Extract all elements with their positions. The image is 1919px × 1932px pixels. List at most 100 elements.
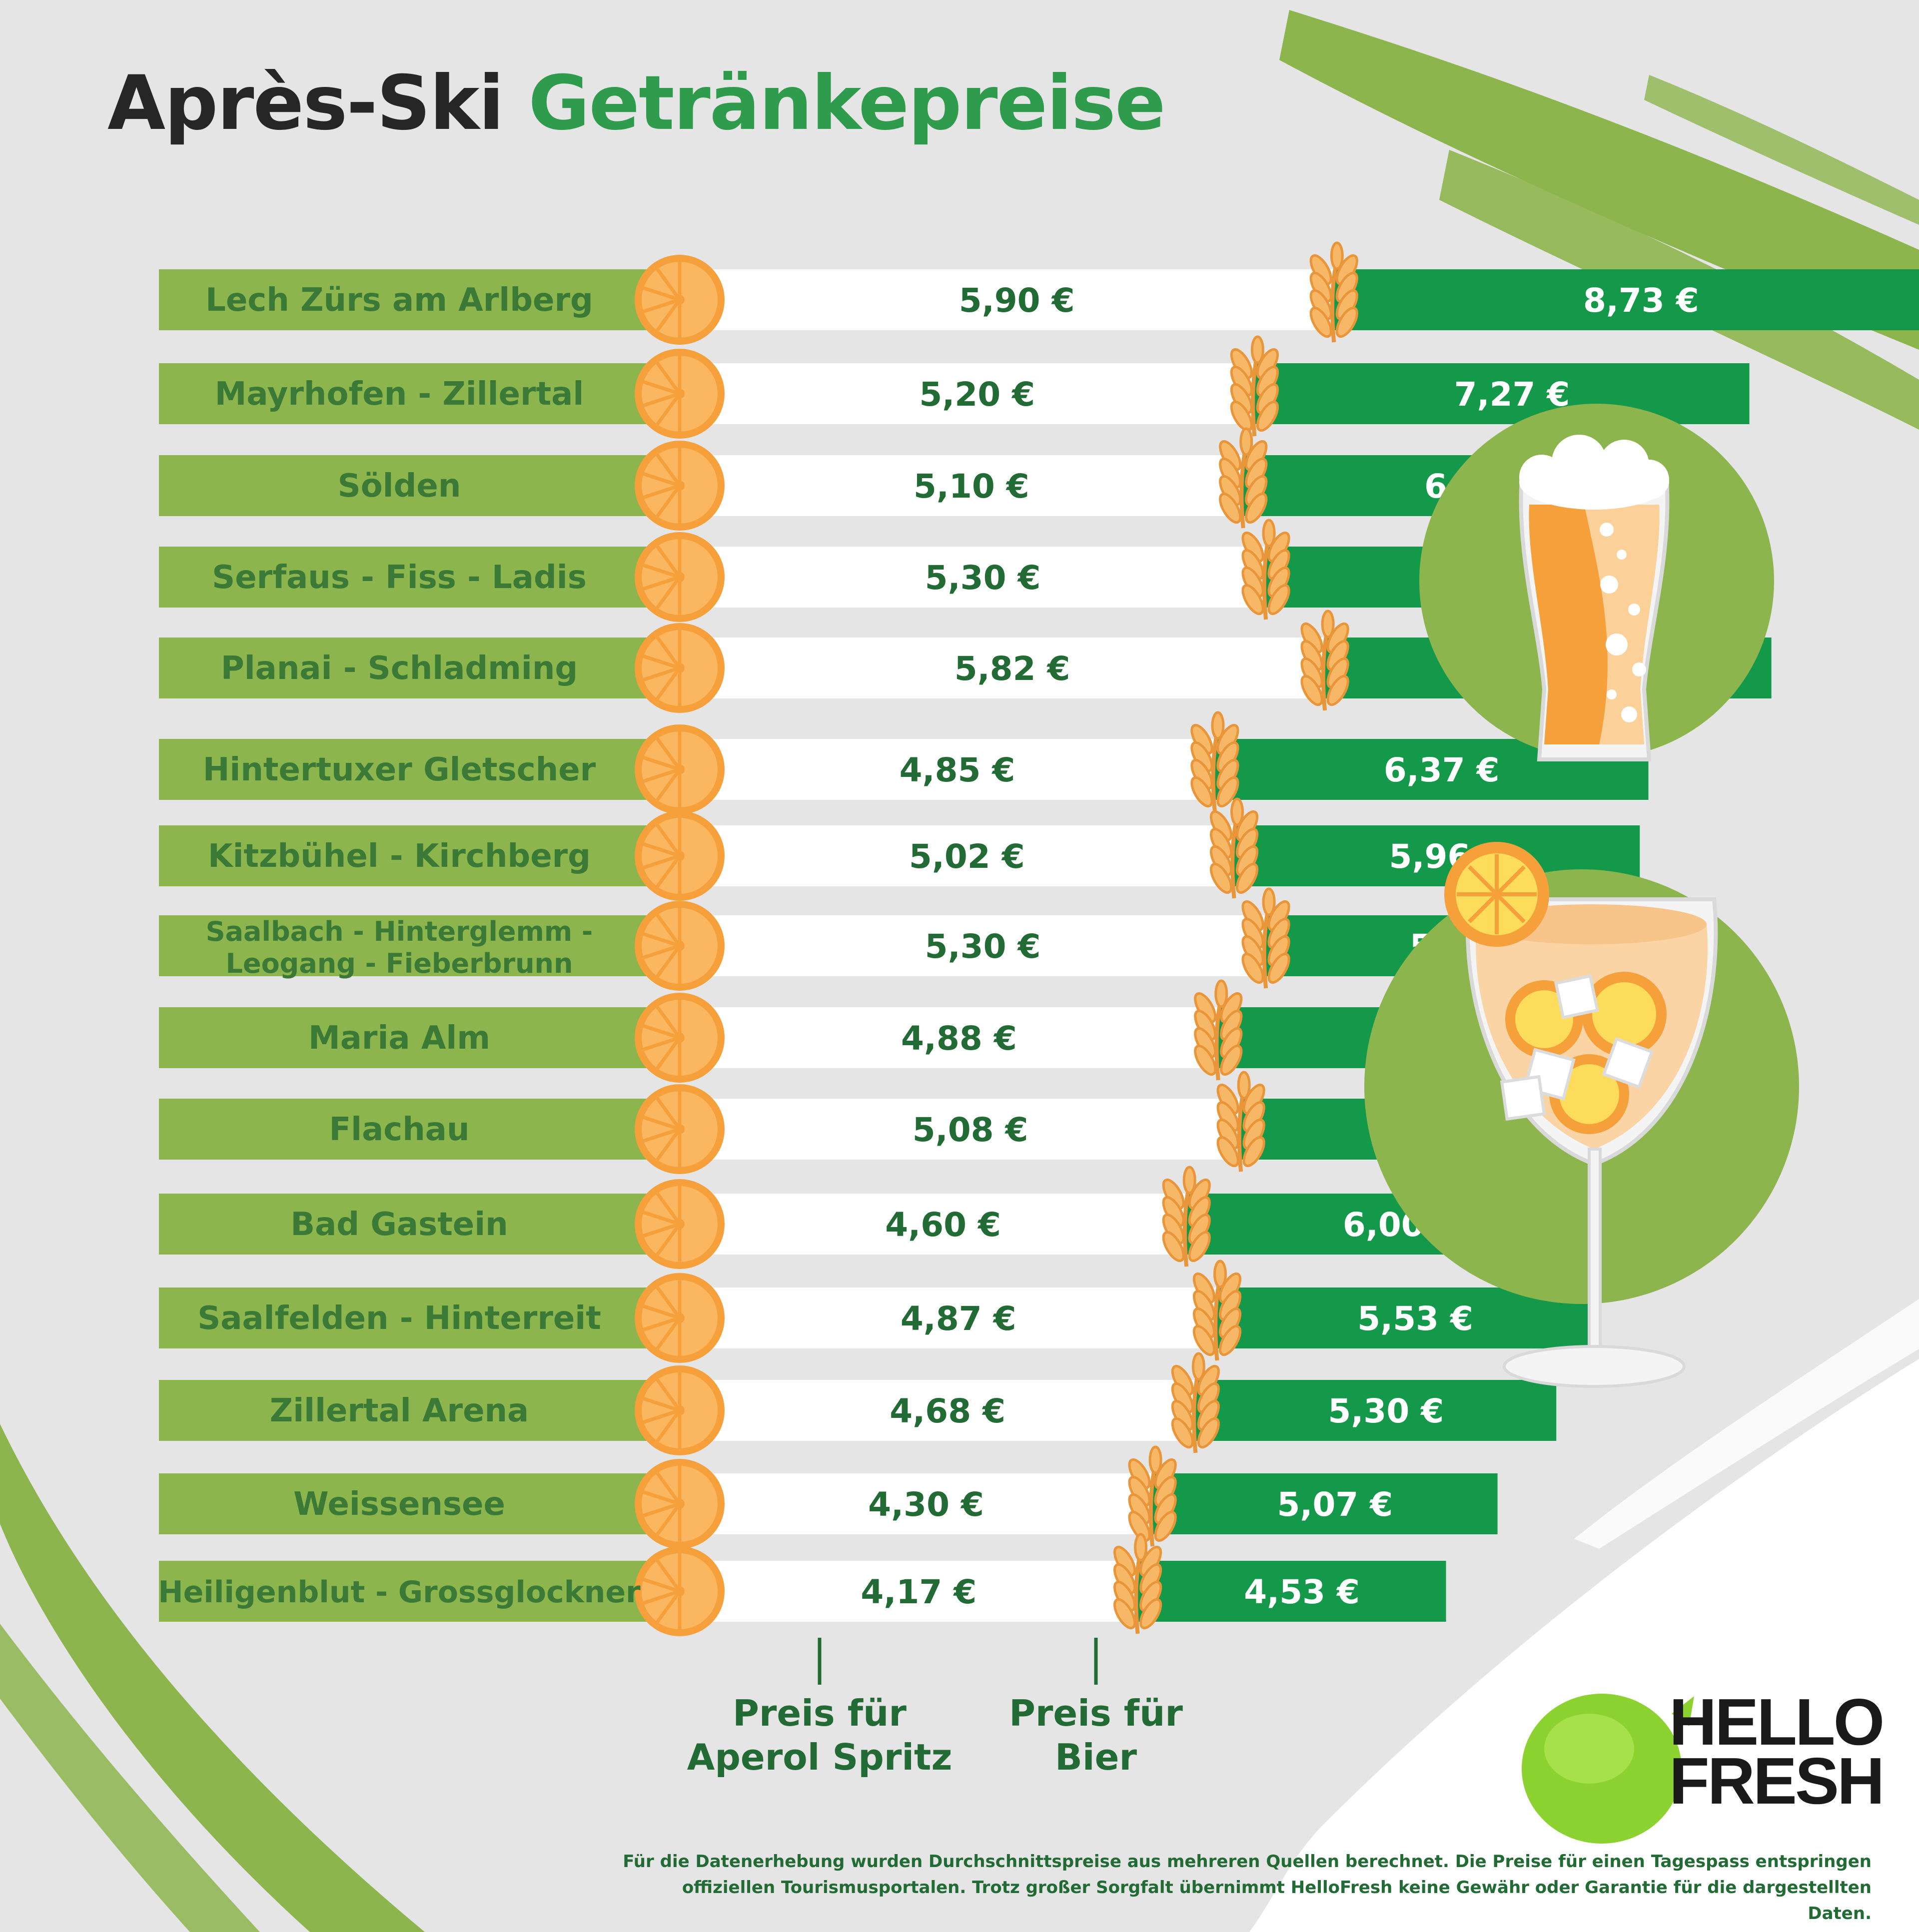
chart-row: Hintertuxer Gletscher 4,85 € 6,37 € (159, 711, 1649, 814)
wheat-icon (1128, 1445, 1177, 1547)
brush-stroke-top-right-3 (1644, 75, 1919, 225)
chart-row: Lech Zürs am Arlberg 5,90 € 8,73 € (159, 241, 1919, 345)
orange-slice-icon (635, 255, 725, 345)
bier-bar (1254, 363, 1750, 424)
resort-name-bar (159, 269, 680, 330)
orange-slice-icon (635, 901, 725, 991)
wheat-icon (1190, 711, 1239, 812)
footnote-line-2: offiziellen Tourismusportalen. Trotz gro… (682, 1878, 1872, 1924)
orange-slice-icon (635, 1084, 725, 1174)
resort-name-label: Maria Alm (308, 1020, 490, 1057)
resort-name-label: Mayrhofen - Zillertal (215, 376, 584, 413)
title-part-1: Après-Ski (107, 60, 504, 147)
chart-row: Saalfelden - Hinterreit 4,87 € 5,53 € (159, 1260, 1594, 1363)
resort-name-bar (159, 363, 680, 424)
aperol-price-label: 5,20 € (919, 375, 1035, 414)
wheat-icon (1300, 610, 1349, 711)
resort-name-label: Lech Zürs am Arlberg (205, 282, 593, 319)
chart-row: Zillertal Arena 4,68 € 5,30 € (159, 1352, 1557, 1455)
aperol-price-label: 5,10 € (914, 467, 1029, 506)
bier-price-label: 6,37 € (1384, 751, 1500, 789)
wheat-icon (1309, 241, 1358, 343)
wheat-icon (1162, 1166, 1211, 1267)
aperol-bar (680, 1007, 1218, 1068)
footnote: Für die Datenerhebung wurden Durchschnit… (622, 1849, 1872, 1927)
wheat-icon (1209, 797, 1259, 899)
resort-name-bar (159, 547, 680, 608)
orange-slice-icon (635, 1179, 725, 1269)
logo-line-2: FRESH (1669, 1744, 1885, 1818)
aperol-bar (680, 1473, 1153, 1534)
resort-name-bar (159, 1099, 680, 1160)
resort-name-bar (159, 455, 680, 516)
bier-price-label: 4,53 € (1244, 1573, 1360, 1611)
aperol-bar (680, 1380, 1196, 1441)
title-part-2: Getränkepreise (528, 60, 1166, 147)
chart-row: Weissensee 4,30 € 5,07 € (159, 1445, 1498, 1549)
aperol-price-label: 4,85 € (900, 751, 1015, 789)
resort-name-bar (159, 1561, 680, 1622)
orange-slice-icon (635, 1546, 725, 1636)
aperol-price-label: 5,90 € (959, 281, 1075, 320)
orange-slice-icon (635, 1273, 725, 1363)
footnote-line-1: Für die Datenerhebung wurden Durchschnit… (623, 1852, 1872, 1872)
aperol-price-label: 4,68 € (890, 1392, 1005, 1430)
resort-name-label: Heiligenblut - Grossglockner (158, 1575, 641, 1610)
logo-text: HELLO FRESH (1669, 1685, 1885, 1818)
bier-price-label: 5,07 € (1277, 1485, 1393, 1524)
bier-price-label: 8,73 € (1583, 281, 1699, 320)
aperol-bar (680, 825, 1234, 886)
legend-bier-line-1: Preis für (1009, 1692, 1183, 1734)
resort-name-bar (159, 638, 680, 698)
aperol-bar (680, 455, 1243, 516)
bier-bar (1152, 1473, 1498, 1534)
logo-line-1: HELLO (1669, 1685, 1885, 1759)
bier-price-label: 5,30 € (1328, 1392, 1444, 1430)
hellofresh-logo: HELLO FRESH (1524, 1689, 1885, 1829)
orange-slice-icon (635, 1365, 725, 1455)
resort-name-label: Bad Gastein (290, 1206, 508, 1243)
resort-name-bar (159, 739, 680, 800)
aperol-price-label: 4,60 € (885, 1206, 1001, 1244)
brush-stroke-bottom-right-white-2 (1574, 1299, 1919, 1549)
aperol-bar (680, 547, 1266, 608)
legend-bier: Preis für Bier (946, 1691, 1246, 1779)
bier-price-label: 5,53 € (1357, 1299, 1473, 1338)
legend-aperol-line-1: Preis für (733, 1692, 907, 1734)
resort-name-label: Hintertuxer Gletscher (203, 751, 596, 788)
brush-stroke-bottom-left (0, 1424, 425, 1932)
aperol-bar (680, 363, 1255, 424)
resort-name-label: Serfaus - Fiss - Ladis (212, 559, 587, 596)
wheat-icon (1216, 1071, 1265, 1172)
resort-name-bar (159, 825, 680, 886)
orange-slice-icon (635, 623, 725, 713)
aperol-bar (680, 269, 1334, 330)
wheat-icon (1194, 979, 1243, 1081)
resort-name-bar (159, 1288, 680, 1348)
resort-name-label: Kitzbühel - Kirchberg (208, 838, 591, 875)
resort-name-label: Planai - Schladming (221, 650, 578, 687)
chart-row: Kitzbühel - Kirchberg 5,02 €5,96 € (159, 797, 1640, 901)
orange-slice-icon (635, 1459, 725, 1549)
resort-name-label: Saalfelden - Hinterreit (197, 1300, 601, 1337)
chart-row: Bad Gastein 4,60 €6,00 € (159, 1166, 1595, 1269)
legend-aperol-line-2: Aperol Spritz (687, 1736, 953, 1778)
chart-row: Heiligenblut - Grossglockner 4,17 € 4,53 € (158, 1533, 1446, 1636)
aperol-price-label: 4,30 € (868, 1485, 984, 1524)
orange-slice-icon (635, 811, 725, 901)
wheat-icon (1241, 887, 1290, 989)
wheat-icon (1219, 427, 1268, 529)
legend-aperol: Preis für Aperol Spritz (670, 1691, 969, 1779)
aperol-bar (680, 1194, 1187, 1255)
orange-slice-icon (635, 993, 725, 1083)
resort-name-label: Saalbach - Hinterglemm -Leogang - Fieber… (206, 916, 593, 979)
chart-row: Mayrhofen - Zillertal 5,20 € 7,27 € (159, 335, 1750, 439)
wheat-icon (1192, 1260, 1242, 1361)
wheat-icon (1241, 519, 1290, 620)
aperol-price-label: 4,17 € (861, 1573, 976, 1611)
resort-name-bar (159, 1380, 680, 1441)
aperol-price-label: 4,87 € (901, 1299, 1016, 1338)
brush-stroke-top-right (1279, 10, 1919, 350)
